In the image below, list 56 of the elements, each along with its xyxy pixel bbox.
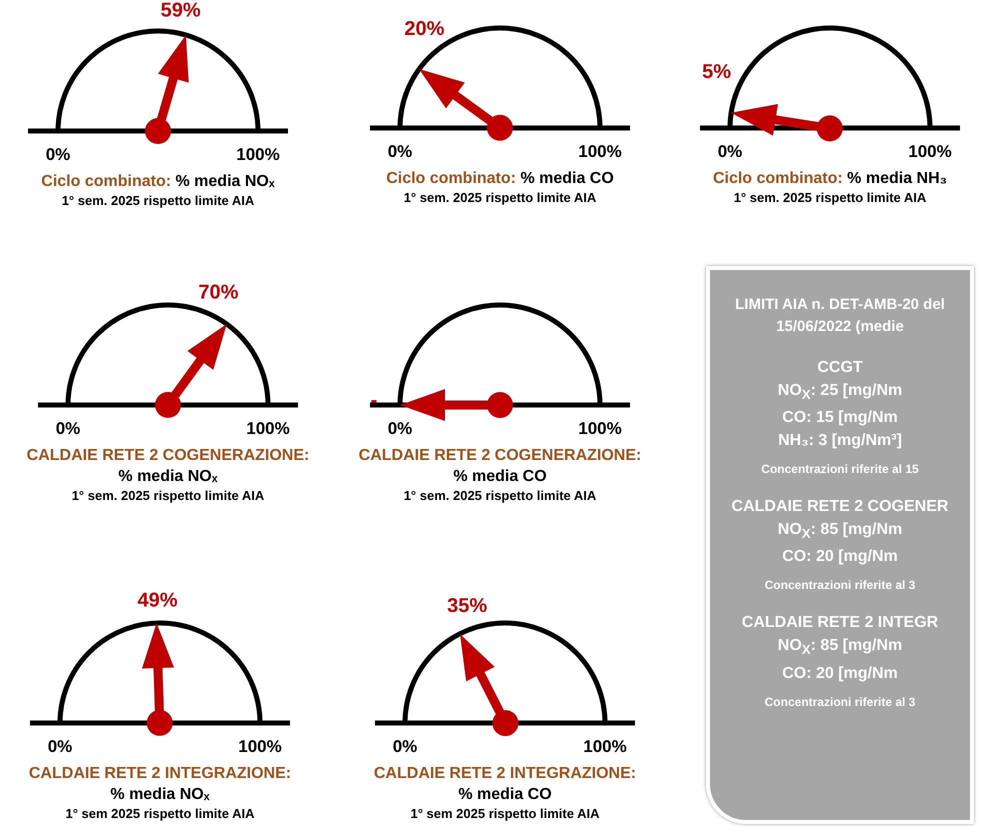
text: 0% [56, 419, 80, 438]
text: CALDAIE RETE 2 COGENER [730, 497, 950, 518]
text: % media NOₓ [110, 786, 210, 803]
text: 1° sem. 2025 rispetto limite AIA [60, 192, 256, 209]
data-label: 70% [198, 281, 239, 304]
text: 100% [238, 737, 282, 756]
text: 100% [583, 737, 627, 756]
text: NH₃: 3 [mg/Nm³] [777, 431, 903, 452]
text: 0% [48, 737, 72, 756]
data-label: 5% [702, 61, 732, 84]
text: 0% [392, 737, 418, 756]
text: LIMITI AIA n. DET-AMB-20 del 15/06/2022 (medie [734, 295, 946, 337]
text: CO: 15 [mg/Nm [781, 408, 899, 428]
text: 100% [578, 142, 622, 162]
data-label: 20% [404, 18, 445, 40]
text: 1° sem 2025 rispetto limite AIA [64, 805, 256, 822]
text: 0% [46, 145, 70, 164]
data-label: 49% [137, 590, 178, 612]
text: CALDAIE RETE 2 INTEGRAZIONE: [374, 765, 636, 782]
text: Ciclo combinato: [41, 173, 172, 190]
text: NO$_{X}$: 85 [mg/Nm [776, 520, 904, 544]
text: % media NH₃ [847, 170, 948, 187]
text: CALDAIE RETE 2 COGENERAZIONE: [26, 447, 310, 464]
text: 100% [246, 419, 290, 438]
text: % media NOₓ [118, 468, 218, 485]
data-label: - [370, 390, 378, 412]
text: 1° sem. 2025 rispetto limite AIA [402, 189, 598, 206]
text: NO$_{X}$: 25 [mg/Nm [776, 381, 904, 404]
text: Concentrazioni riferite al 15 [760, 461, 920, 478]
text: 0% [388, 142, 412, 162]
text: % media CO [453, 468, 547, 485]
text: 100% [578, 419, 622, 438]
text: 100% [908, 142, 952, 162]
text: Ciclo combinato: [386, 170, 516, 187]
text: 1° sem. 2025 rispetto limite AIA [732, 189, 928, 206]
text: Ciclo combinato: [712, 170, 843, 187]
text: % media NOₓ [176, 173, 275, 190]
text: % media CO [520, 170, 614, 187]
text: CO: 20 [mg/Nm [781, 547, 899, 568]
text: 1° sem. 2025 rispetto limite AIA [70, 487, 266, 504]
data-label: 35% [447, 594, 488, 617]
text: CALDAIE RETE 2 INTEGRAZIONE: [28, 765, 292, 782]
text: 100% [236, 145, 280, 164]
text: NO$_{X}$: 85 [mg/Nm [776, 636, 904, 660]
text: 0% [388, 419, 412, 438]
text: % media CO [458, 786, 552, 803]
text: 1° sem 2025 rispetto limite AIA [410, 805, 600, 822]
text: CALDAIE RETE 2 COGENERAZIONE: [358, 447, 642, 464]
text: 1° sem. 2025 rispetto limite AIA [402, 487, 598, 504]
text: CO: 20 [mg/Nm [781, 664, 899, 684]
text: Concentrazioni riferite al 3 [764, 694, 916, 711]
data-label: 59% [160, 0, 201, 22]
text: CALDAIE RETE 2 INTEGR [740, 613, 940, 634]
text: 0% [718, 142, 742, 162]
text: Concentrazioni riferite al 3 [764, 577, 916, 594]
text: CCGT [816, 358, 864, 378]
